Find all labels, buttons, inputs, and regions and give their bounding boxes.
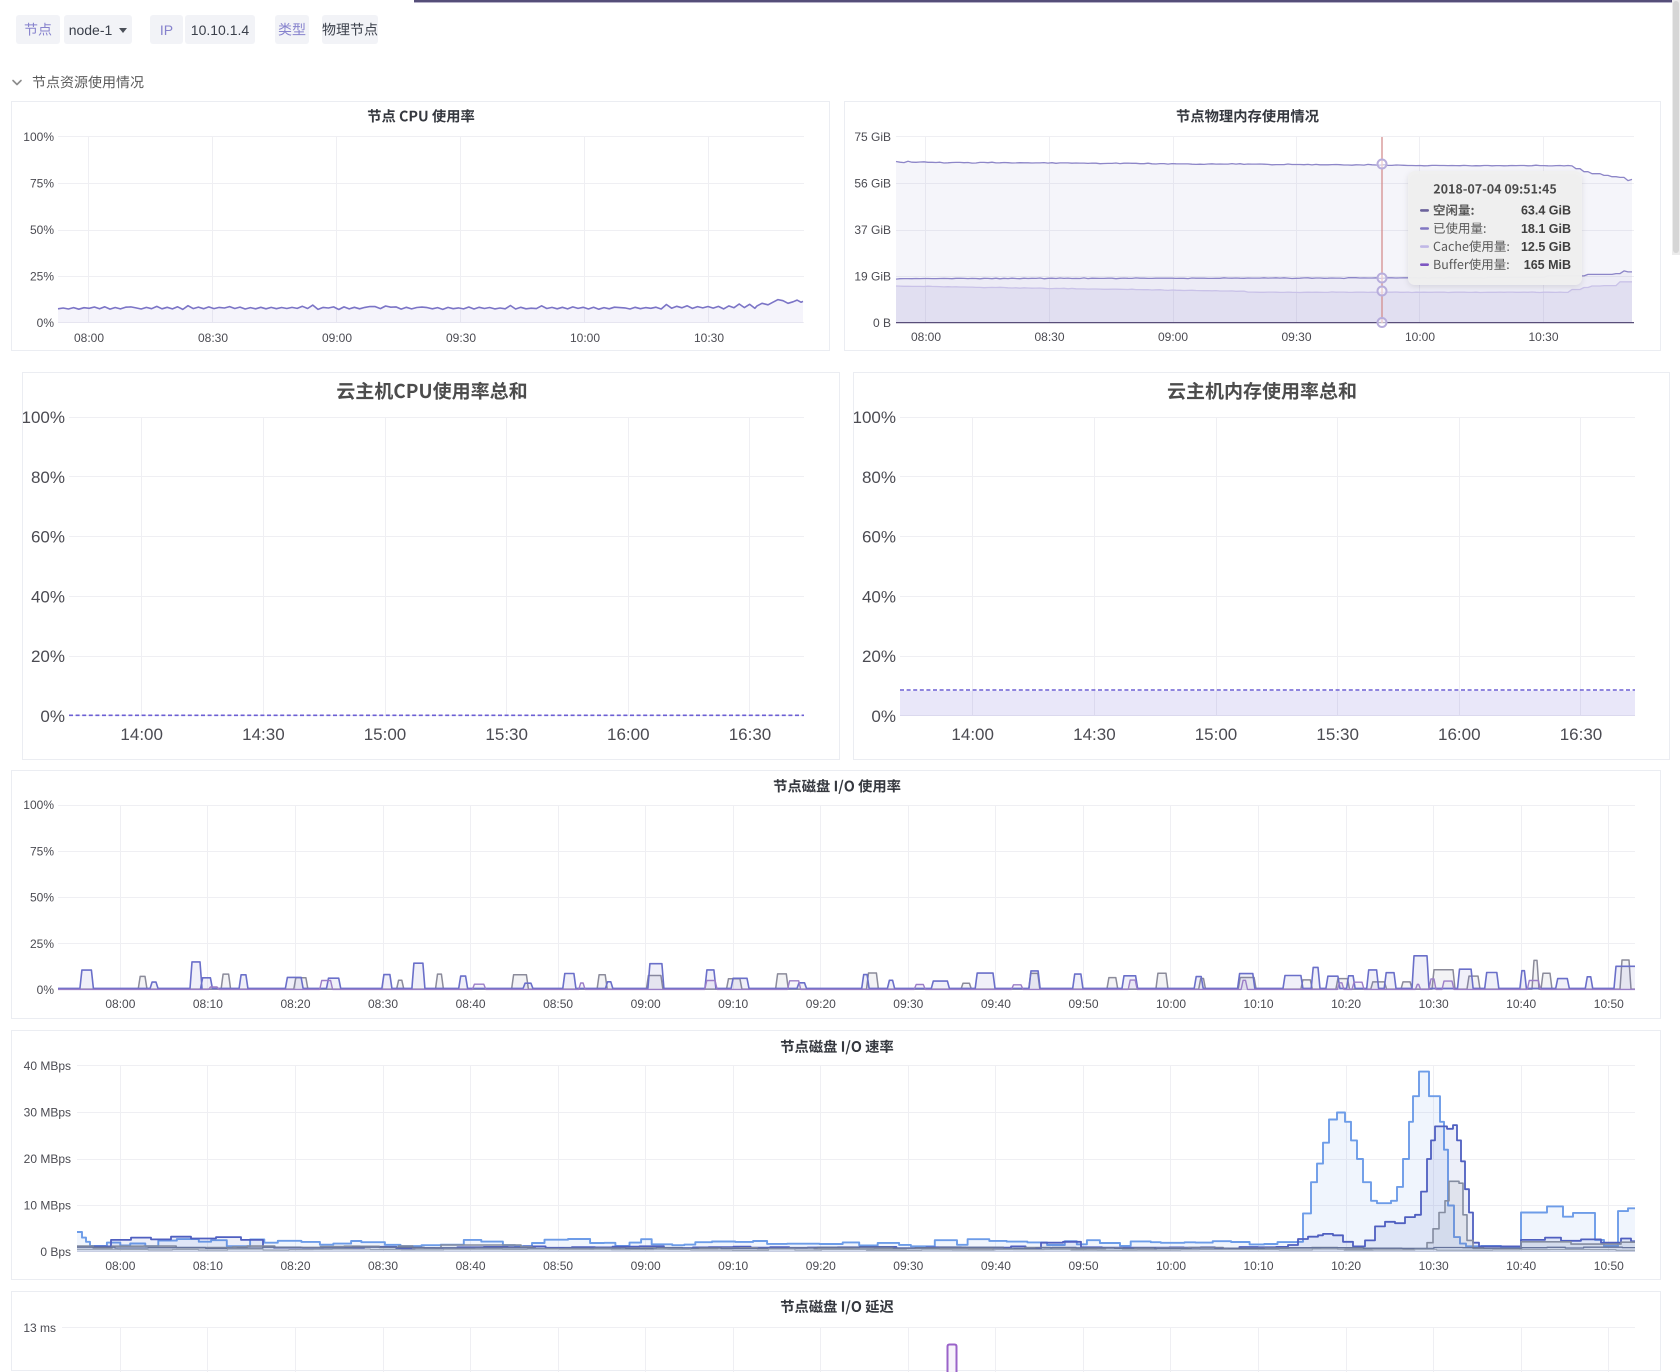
svg-text:10:00: 10:00 [1156, 997, 1186, 1011]
svg-text:165 MiB: 165 MiB [1524, 258, 1571, 272]
svg-text:10:10: 10:10 [1243, 997, 1273, 1011]
svg-text:09:40: 09:40 [981, 1259, 1011, 1273]
svg-text:75 GiB: 75 GiB [854, 130, 891, 144]
svg-text:09:00: 09:00 [631, 1259, 661, 1273]
svg-text:10:40: 10:40 [1506, 997, 1536, 1011]
svg-text:30 MBps: 30 MBps [24, 1106, 71, 1120]
svg-text:20%: 20% [862, 647, 896, 666]
svg-text:80%: 80% [31, 468, 65, 487]
svg-text:09:30: 09:30 [446, 331, 476, 345]
svg-text:09:00: 09:00 [1158, 330, 1188, 344]
svg-text:10:20: 10:20 [1331, 997, 1361, 1011]
svg-text:09:30: 09:30 [893, 1259, 923, 1273]
svg-text:08:10: 08:10 [193, 997, 223, 1011]
svg-text:08:00: 08:00 [74, 331, 104, 345]
svg-text:16:00: 16:00 [1438, 725, 1481, 744]
svg-text:37 GiB: 37 GiB [854, 223, 891, 237]
svg-text:09:40: 09:40 [981, 997, 1011, 1011]
svg-text:25%: 25% [30, 270, 54, 284]
svg-text:08:40: 08:40 [456, 997, 486, 1011]
svg-text:10:30: 10:30 [1419, 997, 1449, 1011]
svg-text:75%: 75% [30, 177, 54, 191]
svg-text:0%: 0% [37, 983, 55, 997]
svg-text:10:40: 10:40 [1506, 1259, 1536, 1273]
svg-text:09:00: 09:00 [631, 997, 661, 1011]
svg-text:08:20: 08:20 [280, 997, 310, 1011]
svg-text:18.1 GiB: 18.1 GiB [1521, 222, 1571, 236]
svg-text:10:00: 10:00 [1156, 1259, 1186, 1273]
svg-text:100%: 100% [854, 408, 896, 427]
svg-text:10:50: 10:50 [1594, 1259, 1624, 1273]
svg-text:12.5 GiB: 12.5 GiB [1521, 240, 1571, 254]
svg-text:25%: 25% [30, 937, 54, 951]
svg-text:09:30: 09:30 [1281, 330, 1311, 344]
svg-text:0 Bps: 0 Bps [40, 1245, 71, 1259]
svg-text:08:00: 08:00 [911, 330, 941, 344]
svg-text:15:30: 15:30 [1316, 725, 1359, 744]
svg-text:10:30: 10:30 [1419, 1259, 1449, 1273]
svg-text:40%: 40% [31, 587, 65, 606]
svg-text:60%: 60% [31, 528, 65, 547]
svg-text:09:10: 09:10 [718, 997, 748, 1011]
svg-text:15:30: 15:30 [485, 725, 528, 744]
svg-text:0%: 0% [37, 316, 55, 330]
svg-text:09:10: 09:10 [718, 1259, 748, 1273]
svg-text:10:00: 10:00 [570, 331, 600, 345]
svg-text:16:30: 16:30 [729, 725, 772, 744]
svg-text:14:00: 14:00 [951, 725, 994, 744]
svg-text:09:50: 09:50 [1068, 997, 1098, 1011]
svg-text:08:20: 08:20 [280, 1259, 310, 1273]
svg-text:14:30: 14:30 [1073, 725, 1116, 744]
svg-text:08:50: 08:50 [543, 1259, 573, 1273]
svg-text:40 MBps: 40 MBps [24, 1059, 71, 1073]
svg-text:100%: 100% [23, 798, 54, 812]
svg-text:10:00: 10:00 [1405, 330, 1435, 344]
svg-text:09:20: 09:20 [806, 1259, 836, 1273]
svg-text:16:30: 16:30 [1560, 725, 1603, 744]
svg-text:10 MBps: 10 MBps [24, 1199, 71, 1213]
svg-text:08:10: 08:10 [193, 1259, 223, 1273]
svg-text:10:30: 10:30 [694, 331, 724, 345]
svg-text:14:30: 14:30 [242, 725, 285, 744]
svg-text:15:00: 15:00 [364, 725, 407, 744]
svg-text:0%: 0% [40, 707, 65, 726]
svg-text:09:50: 09:50 [1068, 1259, 1098, 1273]
svg-text:08:50: 08:50 [543, 997, 573, 1011]
svg-text:60%: 60% [862, 528, 896, 547]
svg-text:10:30: 10:30 [1528, 330, 1558, 344]
svg-text:0 B: 0 B [873, 316, 891, 330]
svg-text:80%: 80% [862, 468, 896, 487]
svg-text:100%: 100% [23, 408, 65, 427]
svg-text:08:00: 08:00 [105, 1259, 135, 1273]
svg-text:09:00: 09:00 [322, 331, 352, 345]
svg-text:56 GiB: 56 GiB [854, 177, 891, 191]
svg-text:50%: 50% [30, 223, 54, 237]
svg-text:16:00: 16:00 [607, 725, 650, 744]
svg-text:08:30: 08:30 [198, 331, 228, 345]
svg-text:19 GiB: 19 GiB [854, 270, 891, 284]
svg-text:63.4 GiB: 63.4 GiB [1521, 204, 1571, 218]
svg-text:10:50: 10:50 [1594, 997, 1624, 1011]
svg-text:15:00: 15:00 [1195, 725, 1238, 744]
svg-text:09:20: 09:20 [806, 997, 836, 1011]
svg-text:09:30: 09:30 [893, 997, 923, 1011]
svg-text:08:30: 08:30 [1034, 330, 1064, 344]
svg-text:75%: 75% [30, 845, 54, 859]
svg-text:50%: 50% [30, 891, 54, 905]
svg-text:20 MBps: 20 MBps [24, 1152, 71, 1166]
svg-text:08:40: 08:40 [456, 1259, 486, 1273]
svg-text:08:30: 08:30 [368, 997, 398, 1011]
svg-text:10:20: 10:20 [1331, 1259, 1361, 1273]
svg-text:10:10: 10:10 [1243, 1259, 1273, 1273]
svg-text:20%: 20% [31, 647, 65, 666]
svg-text:13 ms: 13 ms [23, 1321, 56, 1335]
svg-text:0%: 0% [871, 707, 896, 726]
svg-text:100%: 100% [23, 130, 54, 144]
svg-text:14:00: 14:00 [120, 725, 163, 744]
svg-text:08:30: 08:30 [368, 1259, 398, 1273]
svg-text:40%: 40% [862, 587, 896, 606]
svg-text:08:00: 08:00 [105, 997, 135, 1011]
